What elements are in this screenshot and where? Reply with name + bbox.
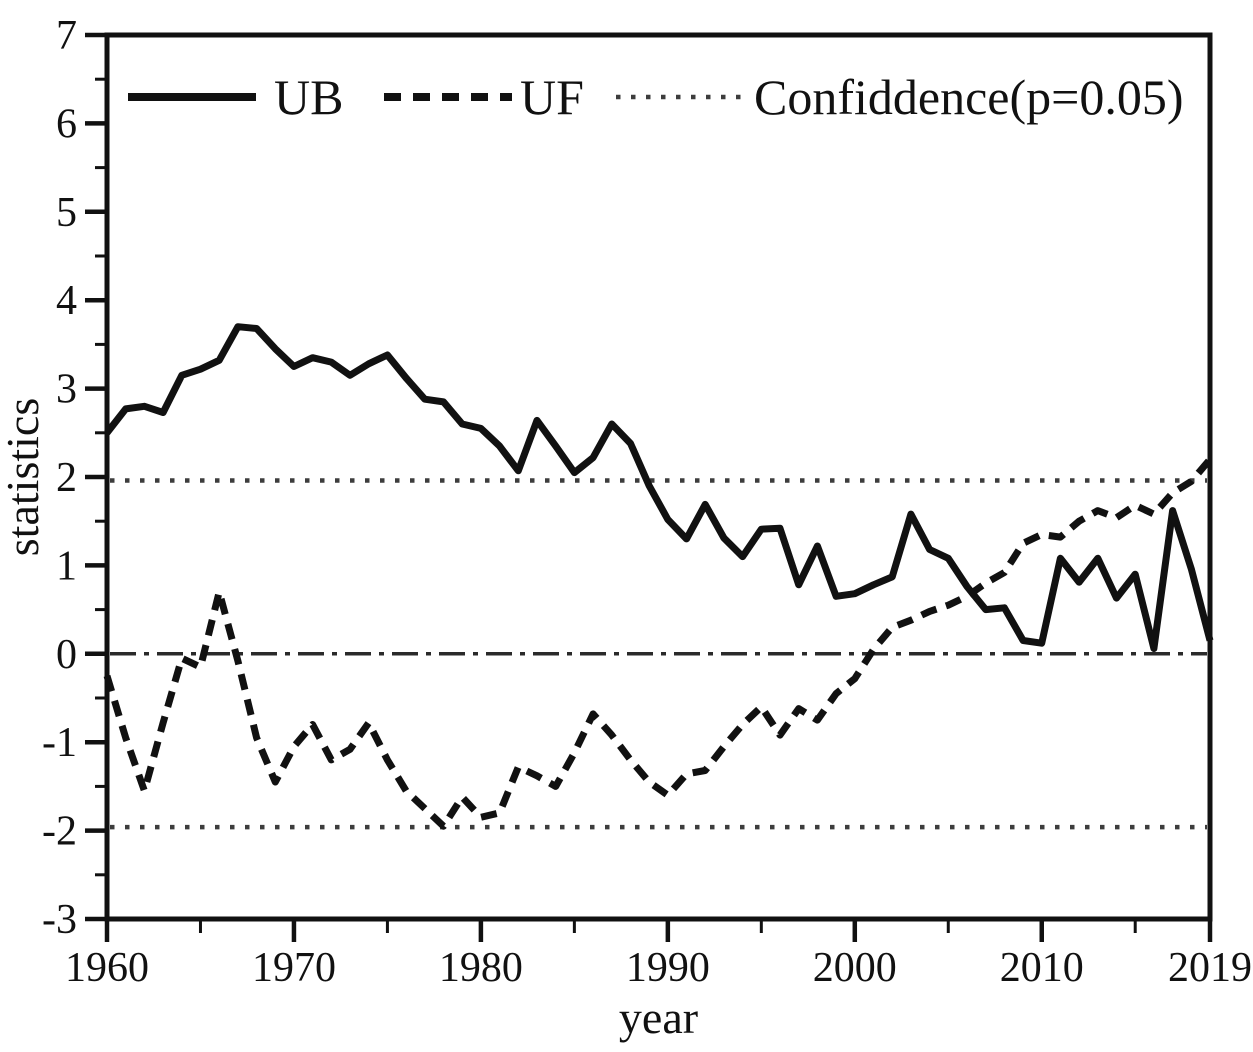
y-axis-tick-label: 3 — [56, 367, 77, 413]
y-axis-tick-label: 4 — [56, 278, 77, 324]
y-axis-tick-label: 2 — [56, 455, 77, 501]
x-axis-tick-label: 1990 — [626, 945, 710, 991]
x-axis-tick-label: 1970 — [252, 945, 336, 991]
x-axis-tick-label: 1960 — [65, 945, 149, 991]
legend-label-uf: UF — [520, 69, 584, 125]
y-axis-tick-label: -3 — [42, 897, 77, 943]
x-axis-tick-label: 2000 — [813, 945, 897, 991]
legend-label-confidence: Confiddence(p=0.05) — [754, 69, 1183, 125]
y-axis-tick-label: 1 — [56, 543, 77, 589]
legend-label-ub: UB — [274, 69, 343, 125]
y-axis-tick-label: -1 — [42, 720, 77, 766]
y-axis-tick-label: 6 — [56, 101, 77, 147]
x-axis-title: year — [619, 992, 698, 1043]
y-axis-title: statistics — [0, 398, 48, 556]
y-axis-tick-label: 0 — [56, 632, 77, 678]
uf-line — [103, 457, 1213, 830]
x-axis-tick-label: 2019 — [1168, 945, 1252, 991]
y-axis-tick-label: 5 — [56, 190, 77, 236]
plot-border — [104, 32, 1213, 922]
x-axis-tick-label: 1980 — [439, 945, 523, 991]
x-axis-tick-label: 2010 — [1000, 945, 1084, 991]
y-axis-tick-label: 7 — [56, 13, 77, 59]
y-axis-tick-label: -2 — [42, 809, 77, 855]
ub-line — [104, 323, 1214, 652]
